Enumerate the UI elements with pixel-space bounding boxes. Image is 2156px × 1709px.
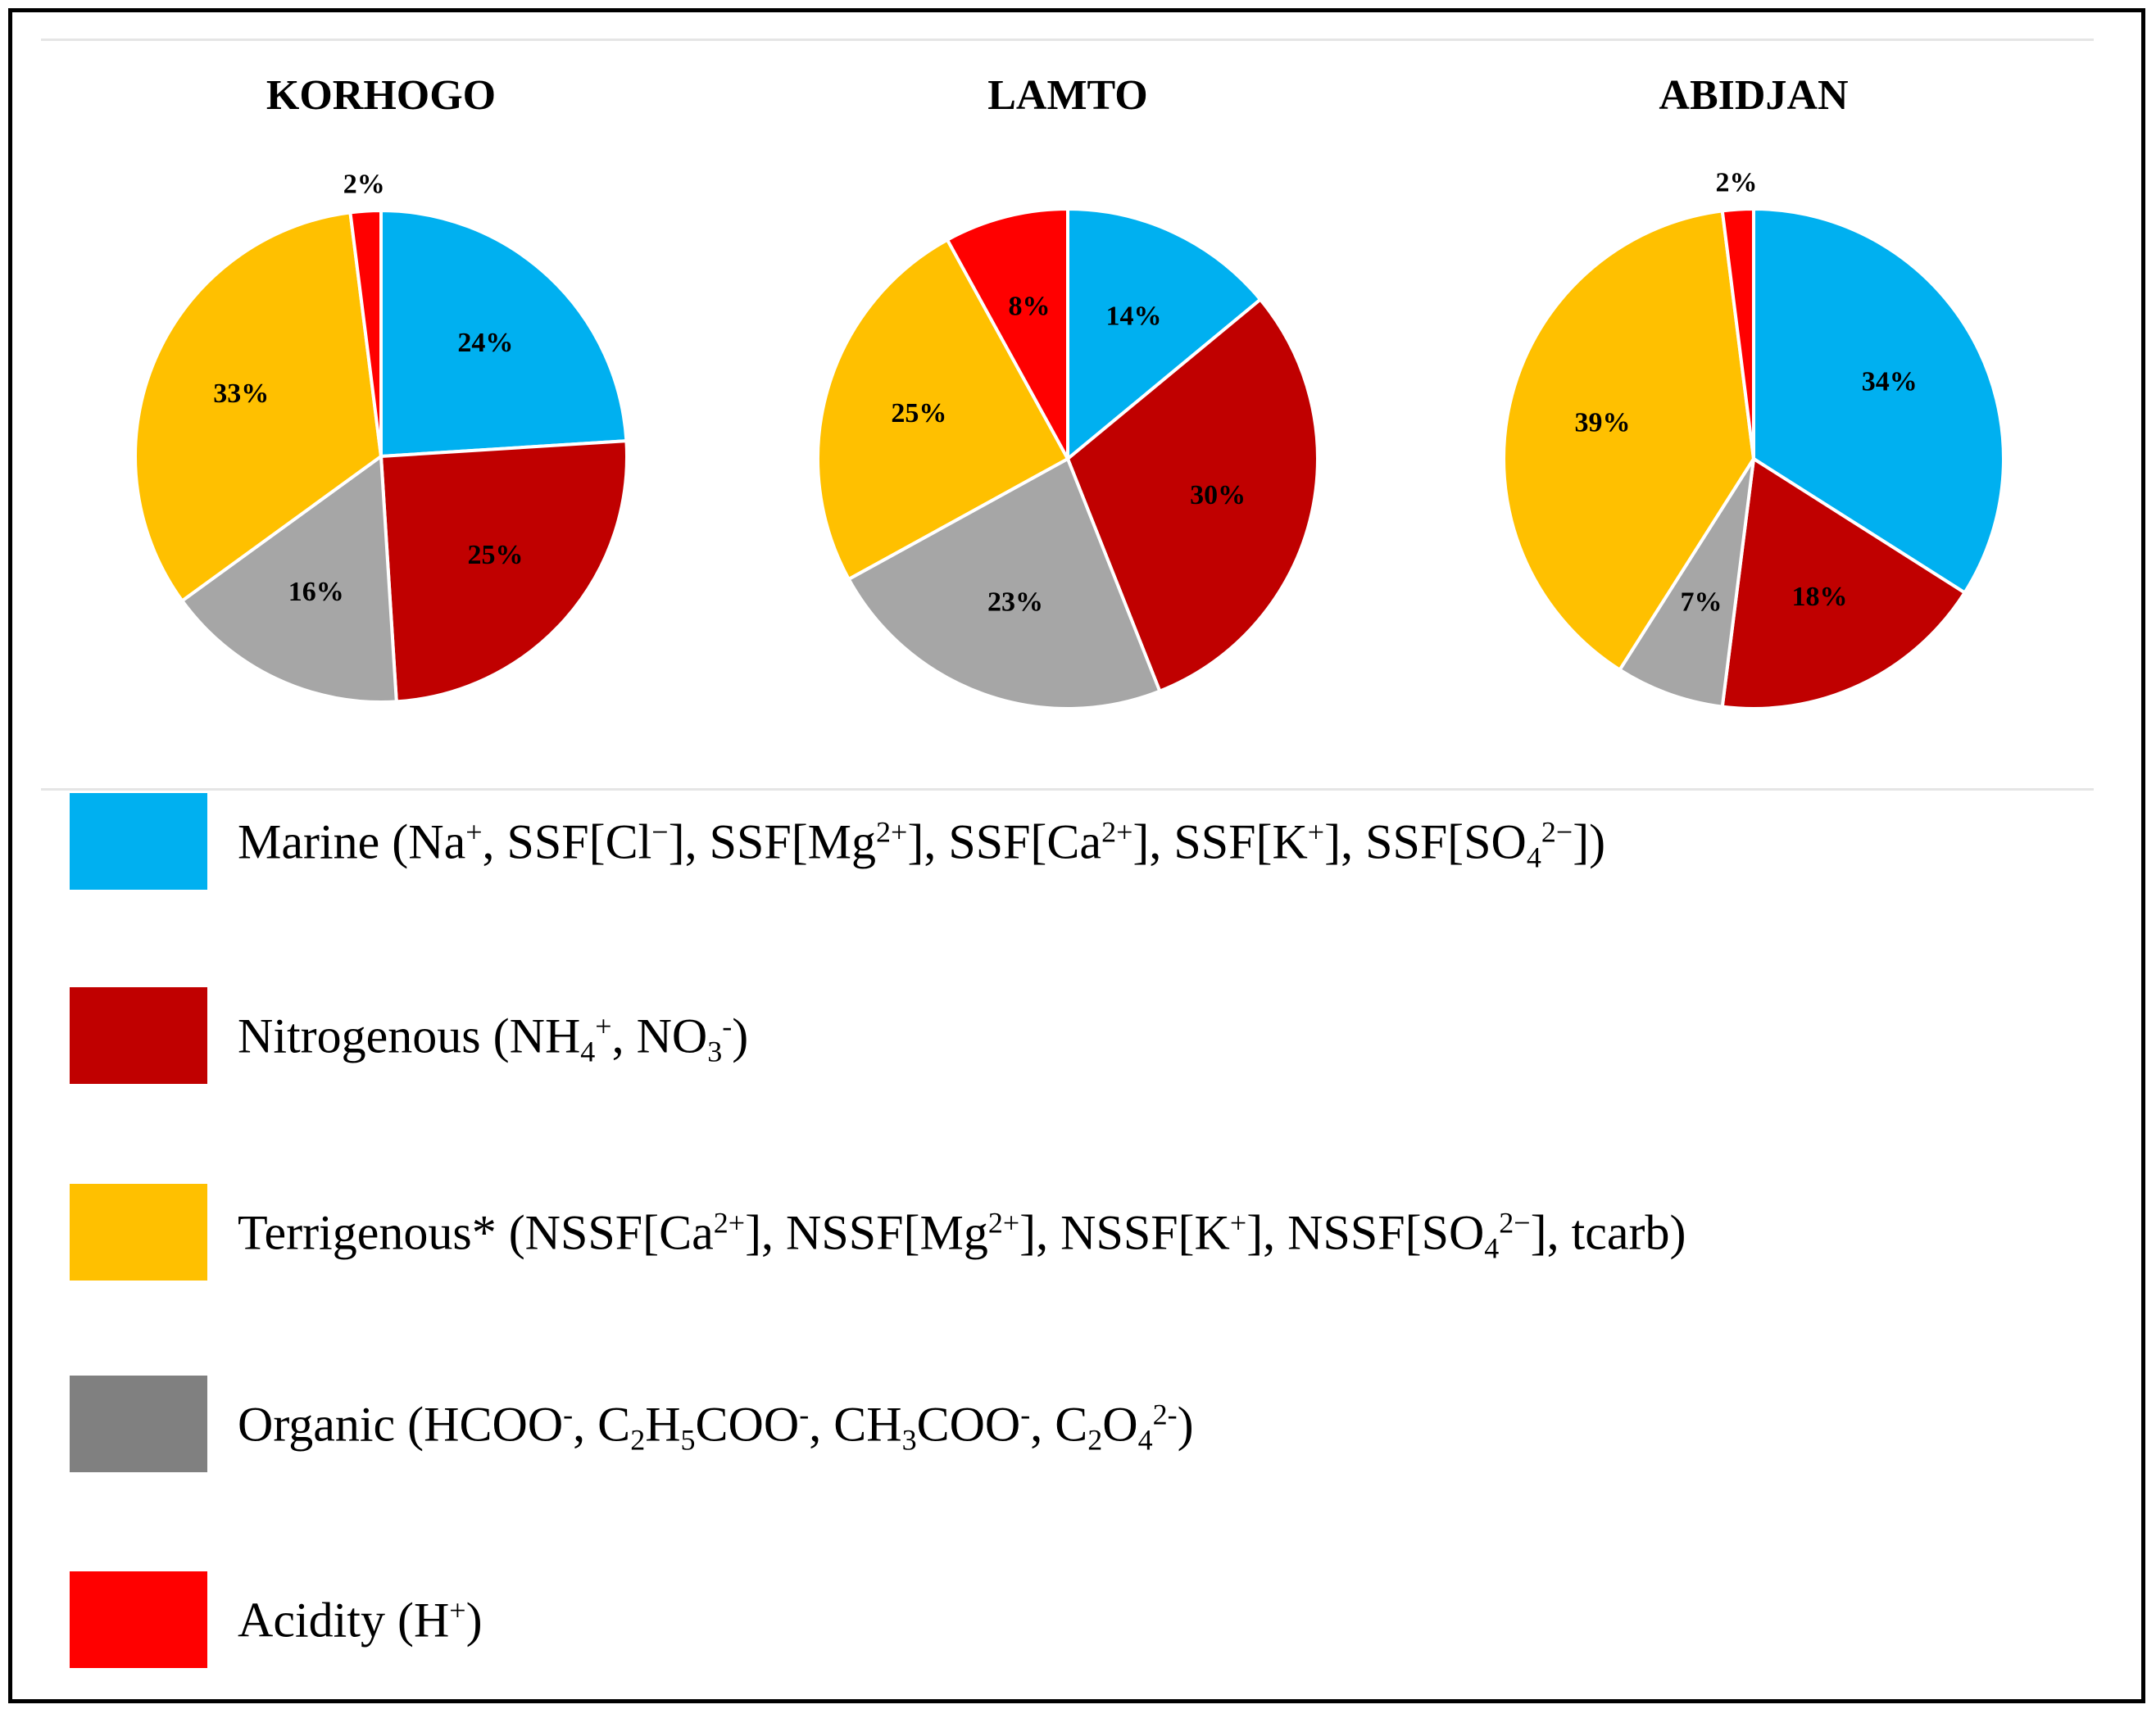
legend-swatch-acidity bbox=[70, 1571, 207, 1668]
pie-slice-nitrogenous bbox=[379, 439, 629, 704]
slice-label-organic: 16% bbox=[288, 577, 344, 607]
slice-label-terrigenous: 33% bbox=[213, 379, 269, 409]
slice-label-marine: 34% bbox=[1862, 367, 1918, 397]
slice-label-marine: 24% bbox=[457, 328, 513, 358]
legend-label-nitrogenous: Nitrogenous (NH4+, NO3-) bbox=[238, 1009, 749, 1068]
slice-label-nitrogenous: 30% bbox=[1190, 480, 1246, 510]
slice-label-terrigenous: 39% bbox=[1574, 408, 1630, 438]
top-divider bbox=[41, 39, 2094, 41]
pie-slice-organic bbox=[179, 453, 398, 704]
pie-slice-marine bbox=[379, 208, 629, 459]
pie-slice-acidity bbox=[1720, 206, 1755, 460]
pie-slice-nitrogenous bbox=[1720, 456, 1968, 710]
pie-slice-terrigenous bbox=[816, 238, 1070, 582]
pie-slice-terrigenous bbox=[134, 211, 384, 604]
legend-swatch-terrigenous bbox=[70, 1184, 207, 1281]
pie-chart-abidjan: ABIDJAN 34% 18% 7% 39% 2% bbox=[1502, 72, 2005, 710]
slice-label-nitrogenous: 18% bbox=[1792, 582, 1848, 612]
slice-label-organic: 23% bbox=[987, 587, 1043, 618]
pie-slice-organic bbox=[847, 456, 1162, 710]
slice-label-marine: 14% bbox=[1106, 301, 1162, 332]
legend-label-terrigenous: Terrigenous* (NSSF[Ca2+], NSSF[Mg2+], NS… bbox=[238, 1205, 1686, 1265]
slice-label-acidity: 2% bbox=[343, 169, 385, 199]
slice-label-nitrogenous: 25% bbox=[468, 540, 524, 570]
pie-title: ABIDJAN bbox=[1659, 72, 1848, 119]
pie-chart-korhogo: KORHOGO 24% 25% 16% 33% 2% bbox=[134, 72, 629, 704]
pie-chart-lamto: LAMTO 14% 30% 23% 25% 8% bbox=[816, 72, 1319, 710]
pie-slice-acidity bbox=[348, 208, 383, 457]
pie-slice-organic bbox=[1617, 457, 1755, 709]
pie-title: KORHOGO bbox=[266, 72, 496, 119]
slice-label-organic: 7% bbox=[1680, 587, 1722, 618]
legend-label-organic: Organic (HCOO-, C2H5COO-, CH3COO-, C2O42… bbox=[238, 1397, 1194, 1457]
slice-label-acidity: 2% bbox=[1715, 167, 1757, 197]
pie-title: LAMTO bbox=[987, 72, 1148, 119]
legend-swatch-nitrogenous bbox=[70, 987, 207, 1084]
legend-swatch-marine bbox=[70, 793, 207, 890]
pie-slice-nitrogenous bbox=[1065, 297, 1319, 694]
legend-label-marine: Marine (Na+, SSF[Cl−], SSF[Mg2+], SSF[Ca… bbox=[238, 814, 1606, 874]
legend-swatch-organic bbox=[70, 1376, 207, 1472]
legend-label-acidity: Acidity (H+) bbox=[238, 1593, 483, 1648]
pie-slice-marine bbox=[1066, 206, 1263, 463]
pie-slice-acidity bbox=[945, 206, 1069, 460]
pie-charts: KORHOGO 24% 25% 16% 33% 2% LAMTO 14% 30% 23% 25… bbox=[134, 72, 2005, 710]
slice-label-terrigenous: 25% bbox=[891, 398, 946, 428]
middle-divider bbox=[41, 788, 2094, 791]
pie-slice-terrigenous bbox=[1502, 209, 1756, 673]
slice-label-acidity: 8% bbox=[1008, 292, 1050, 322]
